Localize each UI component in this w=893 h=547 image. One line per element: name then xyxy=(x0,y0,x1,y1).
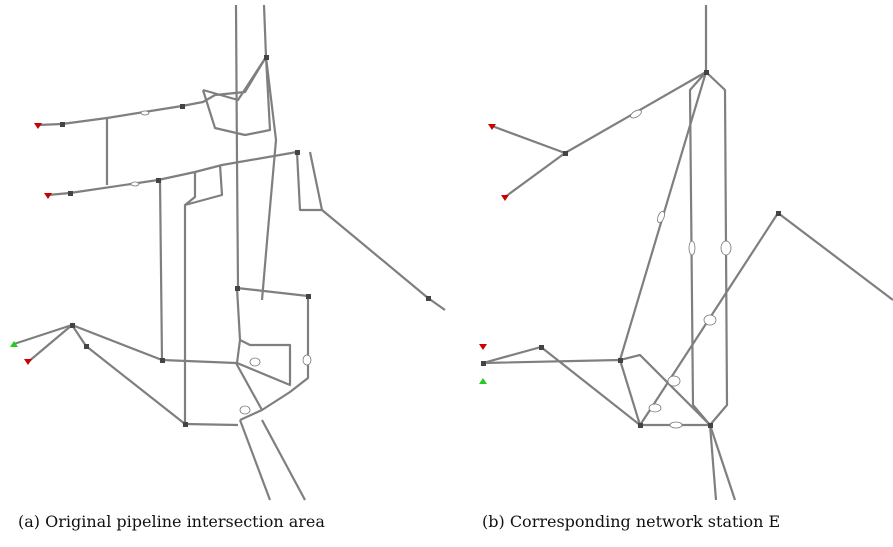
valve xyxy=(649,404,661,412)
network-b xyxy=(479,5,893,500)
pipe xyxy=(620,355,710,425)
pipe xyxy=(72,325,185,424)
pipe xyxy=(237,288,290,385)
pipe xyxy=(236,5,238,288)
node xyxy=(180,104,185,109)
source-marker xyxy=(34,123,42,129)
node xyxy=(84,344,89,349)
network-figure xyxy=(0,0,893,505)
node xyxy=(183,422,188,427)
node xyxy=(638,423,643,428)
node xyxy=(708,423,713,428)
valve xyxy=(704,315,716,325)
source-marker xyxy=(24,359,32,365)
node xyxy=(68,191,73,196)
node xyxy=(306,294,311,299)
figure: (a) Original pipeline intersection area … xyxy=(0,0,893,547)
source-marker xyxy=(501,195,509,201)
valve xyxy=(141,111,149,115)
node xyxy=(235,286,240,291)
node xyxy=(704,70,709,75)
valve xyxy=(656,210,666,223)
pipe xyxy=(185,165,222,205)
pipe xyxy=(236,363,262,410)
valve xyxy=(689,241,695,255)
pipe xyxy=(48,152,297,195)
pipe xyxy=(310,152,322,210)
pipe xyxy=(778,213,893,300)
pipe xyxy=(14,325,72,362)
pipe xyxy=(72,325,162,360)
node xyxy=(563,151,568,156)
pipe xyxy=(38,57,266,125)
pipe xyxy=(237,288,308,420)
pipe xyxy=(505,153,565,197)
valve xyxy=(721,241,731,255)
node xyxy=(60,122,65,127)
caption: (a) Original pipeline intersection area xyxy=(18,512,325,531)
node xyxy=(481,361,486,366)
node xyxy=(295,150,300,155)
valve xyxy=(303,355,311,365)
source-marker xyxy=(479,344,487,350)
network-a xyxy=(10,5,445,500)
node xyxy=(160,358,165,363)
valve xyxy=(131,182,139,186)
source-marker xyxy=(44,193,52,199)
valve xyxy=(670,422,682,428)
pipe xyxy=(160,180,236,363)
node xyxy=(264,55,269,60)
valve xyxy=(668,376,680,386)
node xyxy=(426,296,431,301)
pipe xyxy=(483,360,640,425)
pipe xyxy=(297,152,445,310)
node xyxy=(776,211,781,216)
valve xyxy=(250,358,260,366)
node xyxy=(156,178,161,183)
caption: (b) Corresponding network station E xyxy=(482,512,780,531)
sink-marker xyxy=(479,378,487,384)
valve xyxy=(629,108,642,119)
pipe xyxy=(185,205,238,425)
node xyxy=(539,345,544,350)
node xyxy=(618,358,623,363)
valve xyxy=(240,406,250,414)
pipe xyxy=(262,420,305,500)
pipe xyxy=(240,420,270,500)
node xyxy=(70,323,75,328)
pipe xyxy=(492,72,706,153)
pipe xyxy=(262,5,276,300)
